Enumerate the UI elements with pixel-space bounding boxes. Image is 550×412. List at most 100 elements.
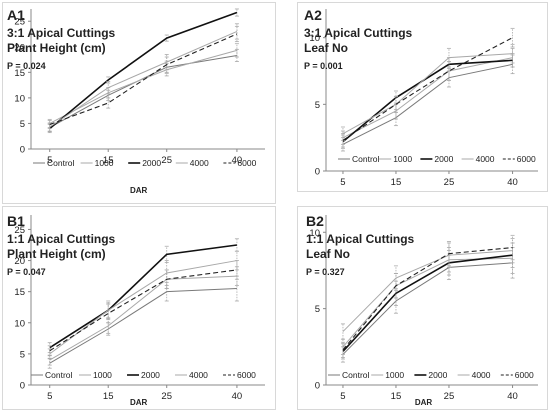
panel-measure: Plant Height (cm) xyxy=(7,247,106,261)
panel-measure: Leaf No xyxy=(306,247,350,261)
y-tick-label: 25 xyxy=(14,17,25,28)
y-tick-label: 10 xyxy=(309,33,320,44)
y-tick-label: 25 xyxy=(14,225,25,236)
legend-label: 4000 xyxy=(190,158,209,168)
chart-panel-b2: 0 5 10 5 15 25 40 B2 1:1 Apical Cuttings Leaf No P… xyxy=(297,206,548,410)
x-axis-label: DAR xyxy=(415,398,433,407)
legend-label: 6000 xyxy=(517,154,536,164)
series-line-4000 xyxy=(342,250,513,332)
panel-subtitle: 3:1 Apical Cuttings xyxy=(7,26,116,40)
p-value: P = 0.001 xyxy=(304,61,343,71)
legend-label: 4000 xyxy=(476,154,495,164)
y-tick-label: 10 xyxy=(14,318,25,329)
x-tick-label: 5 xyxy=(340,391,345,402)
legend-label: 6000 xyxy=(515,370,534,380)
series-line-control xyxy=(49,54,238,128)
x-tick-label: 15 xyxy=(103,391,114,402)
y-tick-label: 0 xyxy=(20,145,25,156)
legend-label: Control xyxy=(342,370,370,380)
p-value: P = 0.024 xyxy=(7,61,46,71)
y-tick-label: 5 xyxy=(315,304,320,315)
series-line-1000 xyxy=(49,49,238,124)
y-tick-label: 0 xyxy=(20,381,25,392)
panel-title: B1 xyxy=(7,213,25,229)
legend-label: 1000 xyxy=(95,158,114,168)
panel-title: A1 xyxy=(7,7,25,23)
x-tick-label: 15 xyxy=(391,177,402,188)
legend-label: 1000 xyxy=(385,370,404,380)
panel-subtitle: 1:1 Apical Cuttings xyxy=(7,232,116,246)
panel-title: B2 xyxy=(306,213,324,229)
series-line-4000 xyxy=(49,260,238,355)
x-tick-label: 40 xyxy=(507,177,518,188)
legend-label: 1000 xyxy=(393,154,412,164)
y-tick-label: 10 xyxy=(309,228,320,239)
legend-label: 6000 xyxy=(237,158,256,168)
x-tick-label: 40 xyxy=(507,391,518,402)
chart-panel-b1: 0 5 10 15 20 25 5 15 25 40 B1 1:1 Apical Cuttings Pl… xyxy=(2,206,276,410)
y-tick-label: 20 xyxy=(14,42,25,53)
x-axis-label: DAR xyxy=(130,398,148,407)
y-tick-label: 10 xyxy=(14,93,25,104)
series-line-4000 xyxy=(49,30,238,128)
legend-label: 2000 xyxy=(141,370,160,380)
series-line-2000 xyxy=(342,59,513,143)
panel-subtitle: 1:1 Apical Cuttings xyxy=(306,232,415,246)
series-line-1000 xyxy=(49,275,237,361)
series-line-2000 xyxy=(49,11,238,130)
y-tick-label: 15 xyxy=(14,287,25,298)
p-value: P = 0.047 xyxy=(7,267,46,277)
legend-label: 4000 xyxy=(472,370,491,380)
y-tick-label: 5 xyxy=(20,119,25,130)
x-tick-label: 40 xyxy=(232,155,243,166)
chart-panel-a1: 0 5 10 15 20 25 5 15 25 40 A1 3:1 Apical Cuttings Pl… xyxy=(2,2,276,204)
legend-label: Control xyxy=(45,370,73,380)
series-line-2000 xyxy=(49,244,238,349)
series-line-6000 xyxy=(49,269,237,352)
series-line-control xyxy=(342,63,513,145)
series-line-control xyxy=(49,288,237,364)
series-line-6000 xyxy=(49,33,238,125)
y-tick-label: 0 xyxy=(315,381,320,392)
series-line-6000 xyxy=(342,37,513,141)
x-tick-label: 25 xyxy=(161,155,172,166)
x-tick-label: 25 xyxy=(161,391,172,402)
chart-a1-svg: 0 5 10 15 20 25 5 15 25 40 A1 3:1 Apical CuttingsPl… xyxy=(7,7,265,195)
legend-label: 1000 xyxy=(93,370,112,380)
series-line-6000 xyxy=(342,246,513,351)
x-tick-label: 15 xyxy=(391,391,402,402)
series-line-control xyxy=(342,262,513,355)
chart-b1-svg: 0 5 10 15 20 25 5 15 25 40 B1 1:1 Apical CuttingsPl… xyxy=(7,213,265,407)
x-tick-label: 25 xyxy=(444,177,455,188)
y-tick-label: 5 xyxy=(20,349,25,360)
legend-label: 2000 xyxy=(142,158,161,168)
panel-subtitle: 3:1 Apical Cuttings xyxy=(304,26,413,40)
x-axis-label: DAR xyxy=(130,186,148,195)
legend-label: 2000 xyxy=(428,370,447,380)
chart-panel-a2: 0 5 10 5 15 25 40 A2 3:1 Apical Cuttings Leaf No P… xyxy=(297,2,548,192)
panel-measure: Leaf No xyxy=(304,41,348,55)
x-tick-label: 40 xyxy=(232,391,243,402)
legend-label: Control xyxy=(47,158,75,168)
y-tick-label: 15 xyxy=(14,68,25,79)
p-value: P = 0.327 xyxy=(306,267,345,277)
legend-label: 6000 xyxy=(237,370,256,380)
x-tick-label: 5 xyxy=(47,155,52,166)
panel-title: A2 xyxy=(304,7,322,23)
legend-label: 2000 xyxy=(434,154,453,164)
panel-measure: Plant Height (cm) xyxy=(7,41,106,55)
y-tick-label: 5 xyxy=(315,100,320,111)
x-tick-label: 5 xyxy=(47,391,52,402)
series-line-2000 xyxy=(342,254,513,352)
x-tick-label: 15 xyxy=(103,155,114,166)
y-tick-label: 0 xyxy=(315,167,320,178)
legend-label: Control xyxy=(352,154,380,164)
series-line-1000 xyxy=(342,57,513,139)
y-tick-label: 20 xyxy=(14,256,25,267)
x-tick-label: 25 xyxy=(444,391,455,402)
series-line-4000 xyxy=(342,53,513,135)
legend-label: 4000 xyxy=(189,370,208,380)
x-tick-label: 5 xyxy=(340,177,345,188)
